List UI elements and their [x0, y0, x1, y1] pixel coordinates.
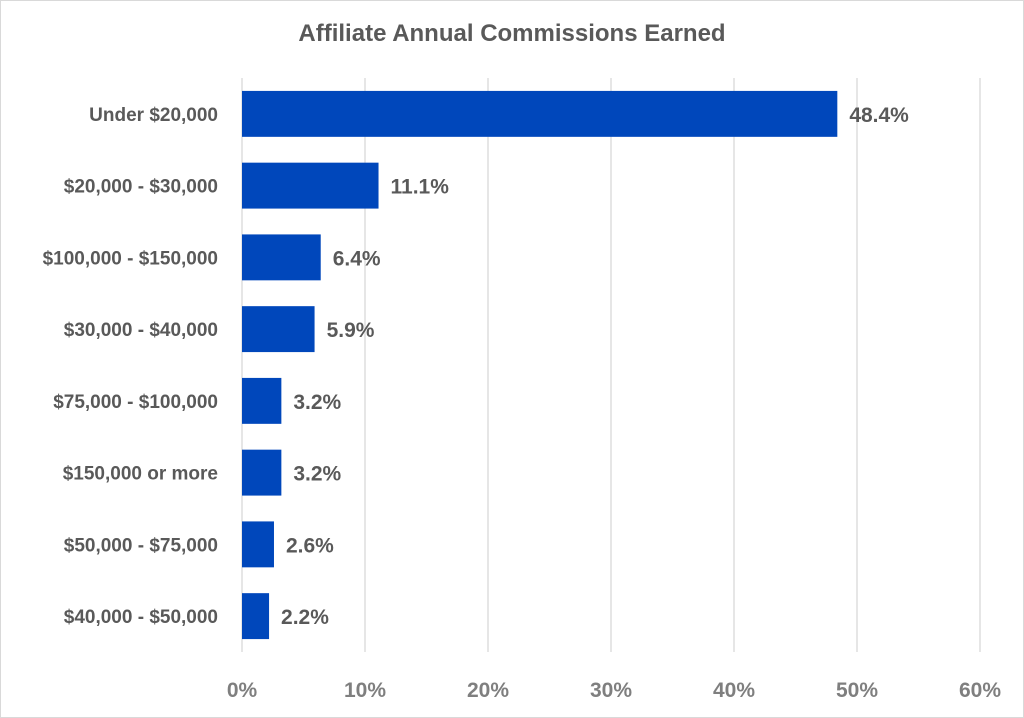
- category-label: $50,000 - $75,000: [64, 535, 218, 556]
- bar: [242, 593, 270, 640]
- bar: [242, 90, 838, 137]
- x-tick-label: 50%: [836, 679, 878, 702]
- data-label: 2.2%: [281, 606, 329, 629]
- x-tick-label: 10%: [344, 679, 386, 702]
- data-label: 6.4%: [333, 247, 381, 270]
- category-label: $75,000 - $100,000: [53, 392, 218, 413]
- bar: [242, 162, 379, 209]
- x-tick-label: 60%: [959, 679, 1001, 702]
- category-label: $100,000 - $150,000: [43, 248, 218, 269]
- bar: [242, 521, 274, 568]
- data-label: 5.9%: [327, 319, 375, 342]
- x-tick-label: 20%: [467, 679, 509, 702]
- bar: [242, 377, 282, 424]
- bar: [242, 234, 321, 281]
- x-tick-label: 30%: [590, 679, 632, 702]
- bar: [242, 306, 315, 353]
- data-label: 3.2%: [293, 391, 341, 414]
- x-tick-label: 0%: [227, 679, 258, 702]
- data-label: 3.2%: [293, 463, 341, 486]
- x-tick-label: 40%: [713, 679, 755, 702]
- category-label: Under $20,000: [89, 105, 218, 126]
- category-label: $150,000 or more: [63, 464, 218, 485]
- data-label: 48.4%: [849, 104, 909, 127]
- bar: [242, 449, 282, 496]
- data-label: 11.1%: [391, 176, 450, 199]
- category-label: $30,000 - $40,000: [64, 320, 218, 341]
- category-label: $20,000 - $30,000: [64, 177, 218, 198]
- category-label: $40,000 - $50,000: [64, 607, 218, 628]
- data-label: 2.6%: [286, 534, 334, 557]
- chart-title: Affiliate Annual Commissions Earned: [298, 20, 726, 47]
